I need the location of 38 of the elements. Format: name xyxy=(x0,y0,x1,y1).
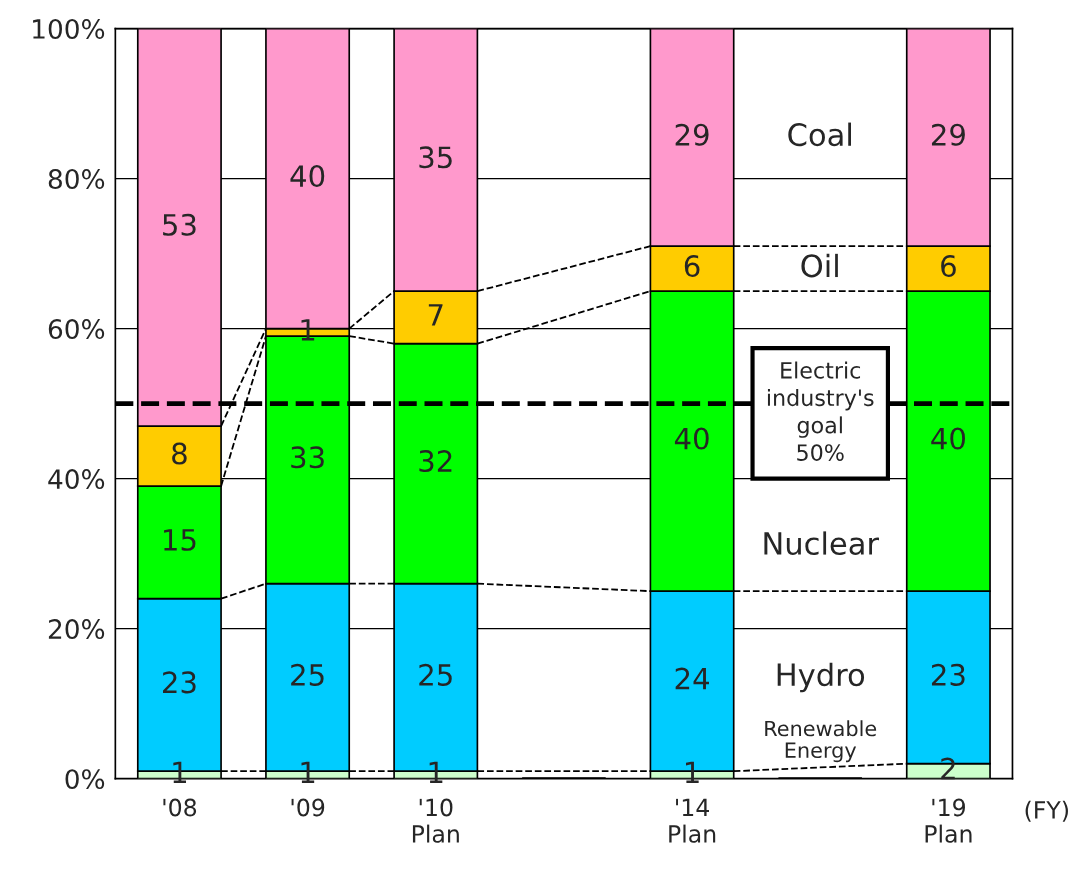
series-label: Nuclear xyxy=(764,531,880,556)
x-axis-title: (FY) xyxy=(1025,800,1068,822)
data-label: 23 xyxy=(931,663,965,686)
y-tick-label: 20% xyxy=(48,619,105,640)
text: Oil xyxy=(801,253,838,278)
data-label: 32 xyxy=(419,450,452,473)
data-label: 29 xyxy=(931,123,965,146)
data-label: 6 xyxy=(941,255,956,278)
x-tick-label: '19 Plan xyxy=(925,798,972,843)
y-tick-label: 0% xyxy=(65,769,105,790)
data-label: 6 xyxy=(684,255,700,278)
data-label: 40 xyxy=(290,165,325,188)
data-label: 8 xyxy=(172,442,187,465)
data-label: 40 xyxy=(931,427,965,450)
y-tick-label: 40% xyxy=(48,469,105,490)
data-label: 25 xyxy=(291,663,324,686)
x-tick-label: '08 xyxy=(163,798,197,817)
data-label: 23 xyxy=(163,671,196,694)
data-label: 7 xyxy=(428,304,443,326)
data-label: 24 xyxy=(675,667,709,690)
data-label: 40 xyxy=(674,427,709,450)
data-label: 15 xyxy=(164,529,196,551)
y-tick-label: 80% xyxy=(48,169,105,189)
data-label: 25 xyxy=(419,663,452,686)
series-label: Hydro xyxy=(777,662,865,693)
y-tick-label: 100% xyxy=(33,19,105,39)
series-label: Coal xyxy=(788,122,851,147)
ref-line-label: Electric industry's goal 50% xyxy=(767,361,874,461)
series-label: Renewable Energy xyxy=(765,720,877,763)
data-label: 29 xyxy=(675,123,709,146)
data-label: 35 xyxy=(419,146,452,169)
x-tick-label: '09 xyxy=(291,798,325,817)
y-tick-label: 60% xyxy=(48,319,105,340)
data-label: 1 xyxy=(301,319,315,341)
data-label: 53 xyxy=(163,213,196,236)
data-label: 33 xyxy=(291,446,324,469)
x-tick-label: '10 Plan xyxy=(412,798,459,843)
x-tick-label: '14 Plan xyxy=(669,798,716,843)
